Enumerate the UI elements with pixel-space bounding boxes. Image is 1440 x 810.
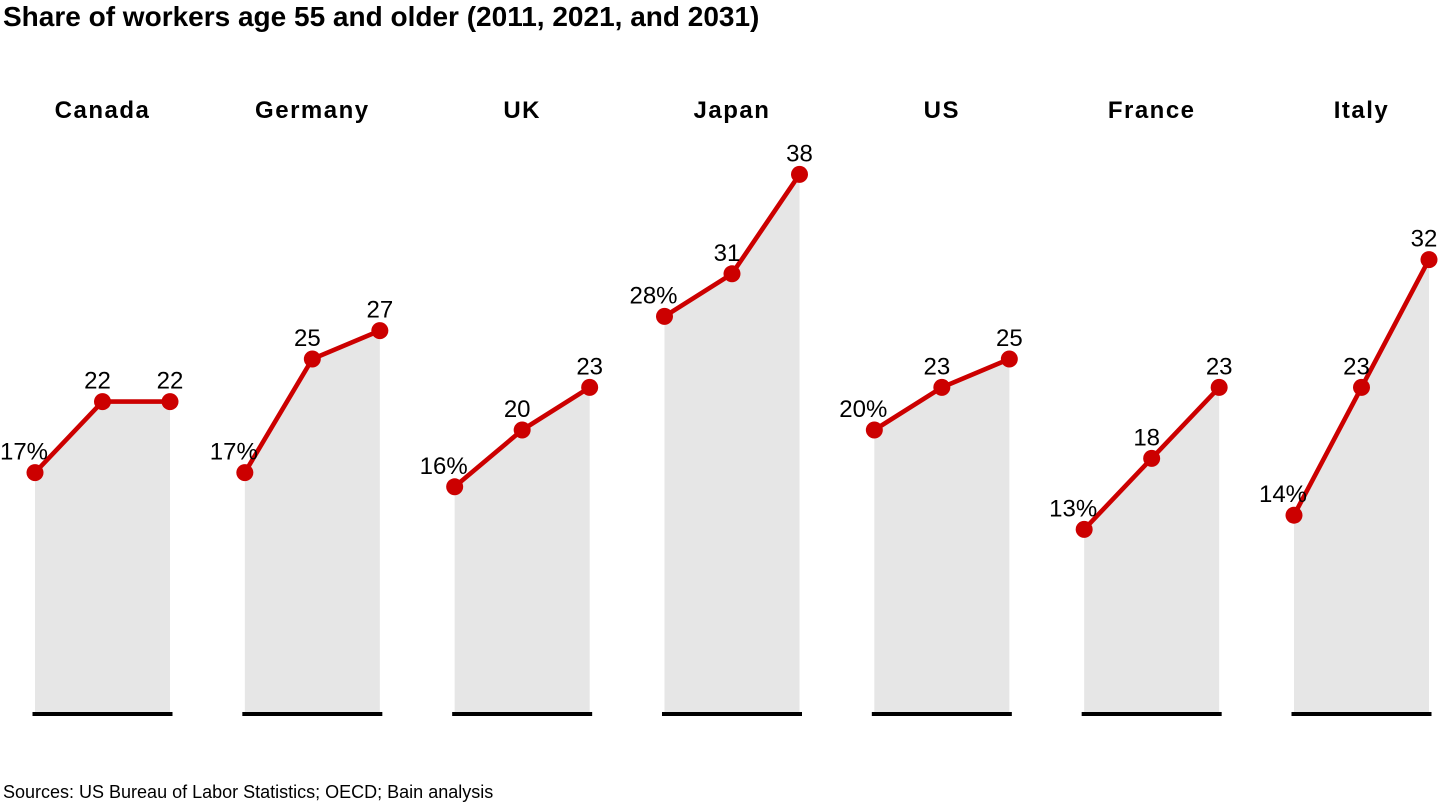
- data-point: [236, 464, 254, 482]
- country-label: Canada: [55, 97, 151, 124]
- value-label: 25: [294, 325, 321, 352]
- country-label: Italy: [1334, 97, 1390, 124]
- value-label: 32: [1411, 226, 1438, 253]
- data-point: [446, 478, 464, 496]
- value-label: 38: [786, 140, 813, 167]
- data-point: [790, 165, 808, 183]
- data-point: [1210, 378, 1228, 396]
- country-label: France: [1108, 97, 1196, 124]
- country-panel-germany: 17% 25 27 Germany: [210, 97, 393, 716]
- country-label: Germany: [255, 97, 370, 124]
- data-point: [581, 378, 599, 396]
- value-label: 17%: [210, 439, 258, 466]
- data-point: [1000, 350, 1018, 368]
- value-label: 20%: [839, 396, 887, 423]
- value-label: 13%: [1049, 495, 1097, 522]
- data-point: [1143, 449, 1161, 467]
- country-panel-uk: 16% 20 23 UK: [420, 97, 603, 716]
- country-panel-france: 13% 18 23 France: [1049, 97, 1233, 716]
- value-label: 23: [1343, 353, 1370, 380]
- value-label: 25: [996, 325, 1023, 352]
- data-point: [1420, 251, 1438, 269]
- country-label: UK: [503, 97, 541, 124]
- country-panel-us: 20% 23 25 US: [839, 97, 1023, 716]
- value-label: 17%: [0, 439, 48, 466]
- data-point: [933, 378, 951, 396]
- area-fill: [664, 174, 800, 714]
- country-panel-japan: 28% 31 38 Japan: [629, 97, 813, 716]
- country-panel-canada: 17% 22 22 Canada: [0, 97, 184, 716]
- data-point: [1075, 520, 1093, 538]
- data-point: [655, 307, 673, 325]
- country-label: US: [924, 97, 960, 124]
- value-label: 27: [366, 297, 393, 324]
- data-point: [371, 322, 389, 340]
- data-point: [723, 265, 741, 283]
- value-label: 22: [157, 368, 184, 395]
- area-fill: [454, 387, 590, 714]
- data-point: [26, 464, 44, 482]
- area-fill: [1293, 259, 1429, 714]
- area-fill: [244, 330, 380, 714]
- data-point: [513, 421, 531, 439]
- value-label: 31: [714, 240, 741, 267]
- value-label: 14%: [1259, 481, 1307, 508]
- area-fill: [35, 401, 170, 714]
- value-label: 23: [923, 353, 950, 380]
- source-note: Sources: US Bureau of Labor Statistics; …: [3, 782, 494, 802]
- value-label: 28%: [629, 282, 677, 309]
- data-point: [1285, 506, 1303, 524]
- value-label: 23: [1206, 353, 1233, 380]
- data-point: [161, 393, 179, 411]
- area-fill: [874, 359, 1010, 714]
- data-point: [865, 421, 883, 439]
- area-fill: [1084, 387, 1220, 714]
- data-point: [1352, 378, 1370, 396]
- data-point: [303, 350, 321, 368]
- value-label: 20: [504, 396, 531, 423]
- value-label: 23: [576, 353, 603, 380]
- chart-title: Share of workers age 55 and older (2011,…: [3, 1, 760, 32]
- value-label: 22: [84, 368, 111, 395]
- data-point: [94, 393, 111, 411]
- value-label: 16%: [420, 453, 468, 480]
- value-label: 18: [1133, 424, 1160, 451]
- country-label: Japan: [694, 97, 771, 124]
- country-panel-italy: 14% 23 32 Italy: [1259, 97, 1438, 716]
